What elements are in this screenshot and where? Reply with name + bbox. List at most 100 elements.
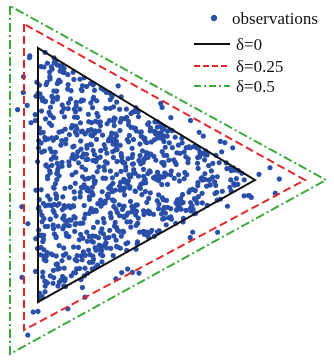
observation-point — [206, 163, 212, 169]
observation-point — [60, 226, 66, 232]
observation-point — [197, 149, 203, 155]
observation-point — [46, 109, 52, 115]
observation-point — [82, 211, 88, 217]
observation-point — [207, 182, 213, 188]
observation-point — [79, 154, 85, 160]
observation-point — [194, 160, 201, 166]
observation-point — [77, 189, 83, 196]
observation-point — [84, 229, 90, 235]
observation-point — [55, 266, 61, 272]
observation-point — [146, 151, 152, 157]
observation-point — [45, 193, 51, 199]
observation-point — [144, 140, 150, 146]
observation-point — [256, 171, 262, 177]
observation-point — [70, 203, 76, 209]
observation-point — [150, 175, 157, 181]
observation-point — [177, 150, 183, 156]
observation-point — [125, 156, 131, 162]
observation-point — [64, 233, 70, 239]
observation-point — [175, 142, 181, 148]
observation-point — [50, 115, 57, 121]
observation-point — [178, 206, 184, 212]
observation-point — [90, 253, 96, 259]
observation-point — [164, 204, 171, 210]
observation-point — [111, 123, 117, 129]
observation-point — [174, 197, 181, 203]
observation-point — [90, 174, 96, 180]
observation-point — [94, 169, 100, 175]
observation-point — [199, 190, 205, 196]
observation-point — [50, 222, 56, 228]
observation-points — [15, 49, 282, 338]
observation-point — [171, 175, 177, 181]
observation-point — [89, 105, 96, 111]
observation-point — [50, 99, 56, 105]
observation-point — [89, 238, 95, 244]
observation-point — [27, 53, 33, 59]
observation-point — [73, 169, 79, 175]
observation-point — [53, 261, 59, 267]
observation-point — [38, 108, 45, 114]
observation-point — [74, 153, 80, 159]
observation-point — [71, 189, 77, 195]
observation-point — [71, 244, 77, 250]
observation-point — [68, 125, 74, 131]
observation-point — [97, 251, 104, 257]
observation-point — [45, 176, 51, 182]
observation-point — [173, 161, 179, 167]
observation-point — [195, 180, 201, 186]
observation-point — [215, 229, 221, 235]
observation-point — [130, 136, 137, 143]
observation-point — [103, 240, 109, 246]
observation-point — [99, 189, 105, 195]
observation-point — [44, 280, 51, 286]
observation-point — [32, 268, 39, 274]
observation-point — [134, 239, 141, 245]
observation-point — [159, 174, 165, 180]
observation-point — [182, 169, 188, 176]
observation-point — [148, 125, 154, 131]
observation-point — [72, 228, 78, 234]
observation-point — [89, 184, 95, 190]
observation-point — [158, 130, 164, 136]
observation-point — [58, 277, 64, 283]
observation-point — [155, 206, 162, 212]
observation-point — [110, 154, 116, 161]
observation-point — [110, 253, 116, 259]
observation-point — [53, 235, 59, 241]
observation-point — [112, 219, 118, 225]
observation-point — [93, 208, 99, 214]
observation-point — [168, 115, 174, 121]
observation-point — [162, 144, 168, 150]
observation-point — [224, 203, 231, 209]
observation-point — [72, 180, 78, 186]
observation-point — [56, 79, 62, 85]
observation-point — [86, 210, 92, 216]
observation-point — [60, 194, 66, 200]
observation-point — [100, 132, 106, 138]
observation-point — [59, 258, 65, 264]
observation-point — [66, 255, 72, 261]
observation-point — [73, 220, 79, 227]
observation-point — [79, 97, 85, 103]
observation-point — [79, 284, 85, 291]
observation-point — [59, 207, 65, 213]
observation-point — [49, 66, 55, 72]
observation-point — [71, 143, 77, 149]
observation-point — [169, 145, 175, 151]
observation-point — [84, 238, 90, 244]
observation-point — [66, 132, 72, 138]
observation-point — [42, 116, 49, 122]
observation-point — [146, 211, 152, 217]
observation-point — [142, 188, 148, 195]
observation-point — [25, 221, 31, 227]
observation-point — [172, 134, 178, 140]
observation-point — [140, 208, 147, 214]
observation-point — [85, 127, 91, 134]
observation-point — [57, 68, 63, 74]
observation-point — [24, 102, 30, 108]
observation-point — [79, 83, 86, 89]
observation-point — [195, 165, 201, 171]
observation-point — [28, 120, 34, 126]
observation-point — [38, 63, 44, 70]
